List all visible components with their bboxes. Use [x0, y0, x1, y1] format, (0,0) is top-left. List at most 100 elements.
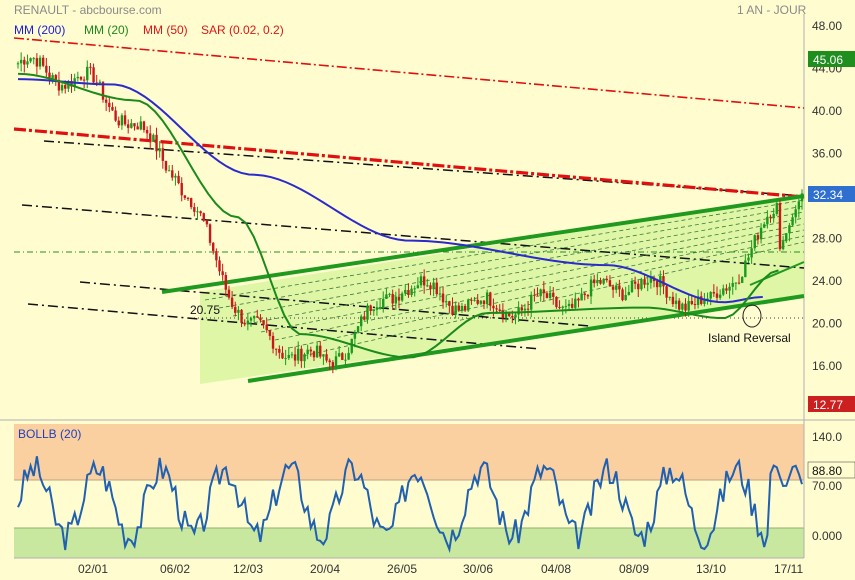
candle-body — [495, 308, 498, 310]
candle-body — [234, 306, 237, 313]
candle-body — [246, 320, 250, 325]
candle-body — [101, 81, 105, 100]
badge-last: 32.34 — [813, 188, 843, 202]
candle-body — [567, 303, 571, 307]
candle-body — [577, 298, 580, 301]
candle-body — [237, 309, 240, 313]
candle-body — [155, 134, 158, 152]
candle-body — [445, 301, 448, 303]
candle-body — [687, 300, 690, 311]
candle-body — [136, 126, 139, 130]
candle-body — [224, 275, 228, 290]
badge-high: 45.06 — [813, 53, 843, 67]
candle-body — [256, 316, 259, 318]
badge-low-bg — [808, 396, 855, 412]
candle-body — [410, 288, 413, 295]
resistance-line-upper — [13, 37, 805, 109]
candle-body — [164, 160, 168, 171]
candle-body — [306, 349, 309, 355]
candle-body — [552, 292, 555, 297]
candle-body — [45, 65, 48, 73]
candle-body — [526, 308, 530, 310]
candle-body — [674, 300, 678, 305]
candle-body — [334, 356, 338, 367]
island-reversal-marker — [742, 304, 762, 328]
fan-line — [274, 229, 805, 341]
candle-body — [599, 280, 602, 284]
x-axis-ticks: 02/01 06/02 12/03 20/04 26/05 30/06 04/08 08/09… — [78, 562, 803, 576]
bollb-upper-zone — [14, 424, 804, 480]
candle-body — [64, 85, 67, 89]
candle-body — [284, 358, 287, 360]
candle-body — [325, 354, 328, 361]
candle-body — [605, 279, 608, 281]
candle-body — [212, 242, 215, 252]
candle-body — [145, 129, 149, 134]
candle-body — [177, 175, 180, 184]
candle-body — [700, 296, 703, 304]
candle-body — [48, 72, 51, 79]
candle-body — [363, 316, 366, 320]
candle-body — [507, 312, 511, 317]
candle-body — [127, 124, 130, 128]
candle-body — [378, 306, 382, 308]
candle-body — [696, 296, 700, 305]
candle-body — [737, 282, 741, 284]
ma200-line — [17, 78, 763, 304]
x-tick-2: 12/03 — [233, 562, 263, 576]
candle-body — [375, 307, 379, 310]
candle-body — [728, 286, 731, 291]
y-tick-8: 16.00 — [812, 359, 842, 373]
candle-body — [397, 296, 401, 301]
candle-body — [766, 216, 769, 225]
candle-body — [419, 276, 423, 286]
candle-body — [655, 281, 659, 288]
channel-fill — [200, 196, 804, 384]
bollb-last-bg — [807, 461, 855, 479]
chart-title: RENAULT - abcbourse.com — [14, 3, 162, 17]
bollb-line — [17, 456, 803, 554]
candle-body — [199, 211, 202, 214]
candle-body — [523, 308, 527, 311]
candle-body — [26, 61, 29, 65]
candle-body — [240, 309, 243, 323]
candle-body — [643, 279, 646, 285]
candle-body — [621, 289, 624, 301]
candle-body — [785, 233, 788, 242]
candle-body — [303, 354, 306, 362]
legend-sar: SAR (0.02, 0.2) — [201, 23, 284, 37]
candle-body — [183, 195, 187, 198]
resistance-line-main — [13, 127, 805, 199]
candle-body — [467, 299, 470, 311]
candle-body — [740, 277, 744, 283]
trend-line-4 — [27, 303, 541, 350]
candle-body — [208, 224, 212, 243]
legend-ma50: MM (50) — [143, 23, 188, 37]
candle-body — [637, 283, 640, 290]
ma20-line — [17, 72, 779, 359]
y-tick-7: 20.00 — [812, 317, 842, 331]
candle-body — [278, 348, 281, 353]
candle-body — [763, 224, 766, 228]
candle-body — [744, 260, 747, 278]
candle-body — [413, 288, 416, 290]
candle-body — [460, 305, 464, 311]
candle-body — [492, 305, 495, 309]
candle-body — [202, 213, 205, 221]
candle-body — [369, 305, 372, 312]
candle-body — [489, 292, 492, 306]
x-tick-0: 02/01 — [78, 562, 108, 576]
candle-body — [120, 115, 124, 126]
candle-body — [520, 307, 523, 311]
candle-body — [372, 309, 375, 312]
candle-body — [511, 316, 514, 318]
candle-body — [356, 326, 360, 333]
candle-body — [133, 123, 136, 127]
candle-body — [611, 286, 615, 290]
candle-body — [684, 303, 687, 311]
fan-line — [246, 217, 805, 325]
bollb-tick-0: 0.000 — [812, 529, 842, 543]
badge-last-bg — [808, 186, 855, 202]
candle-body — [347, 352, 350, 360]
